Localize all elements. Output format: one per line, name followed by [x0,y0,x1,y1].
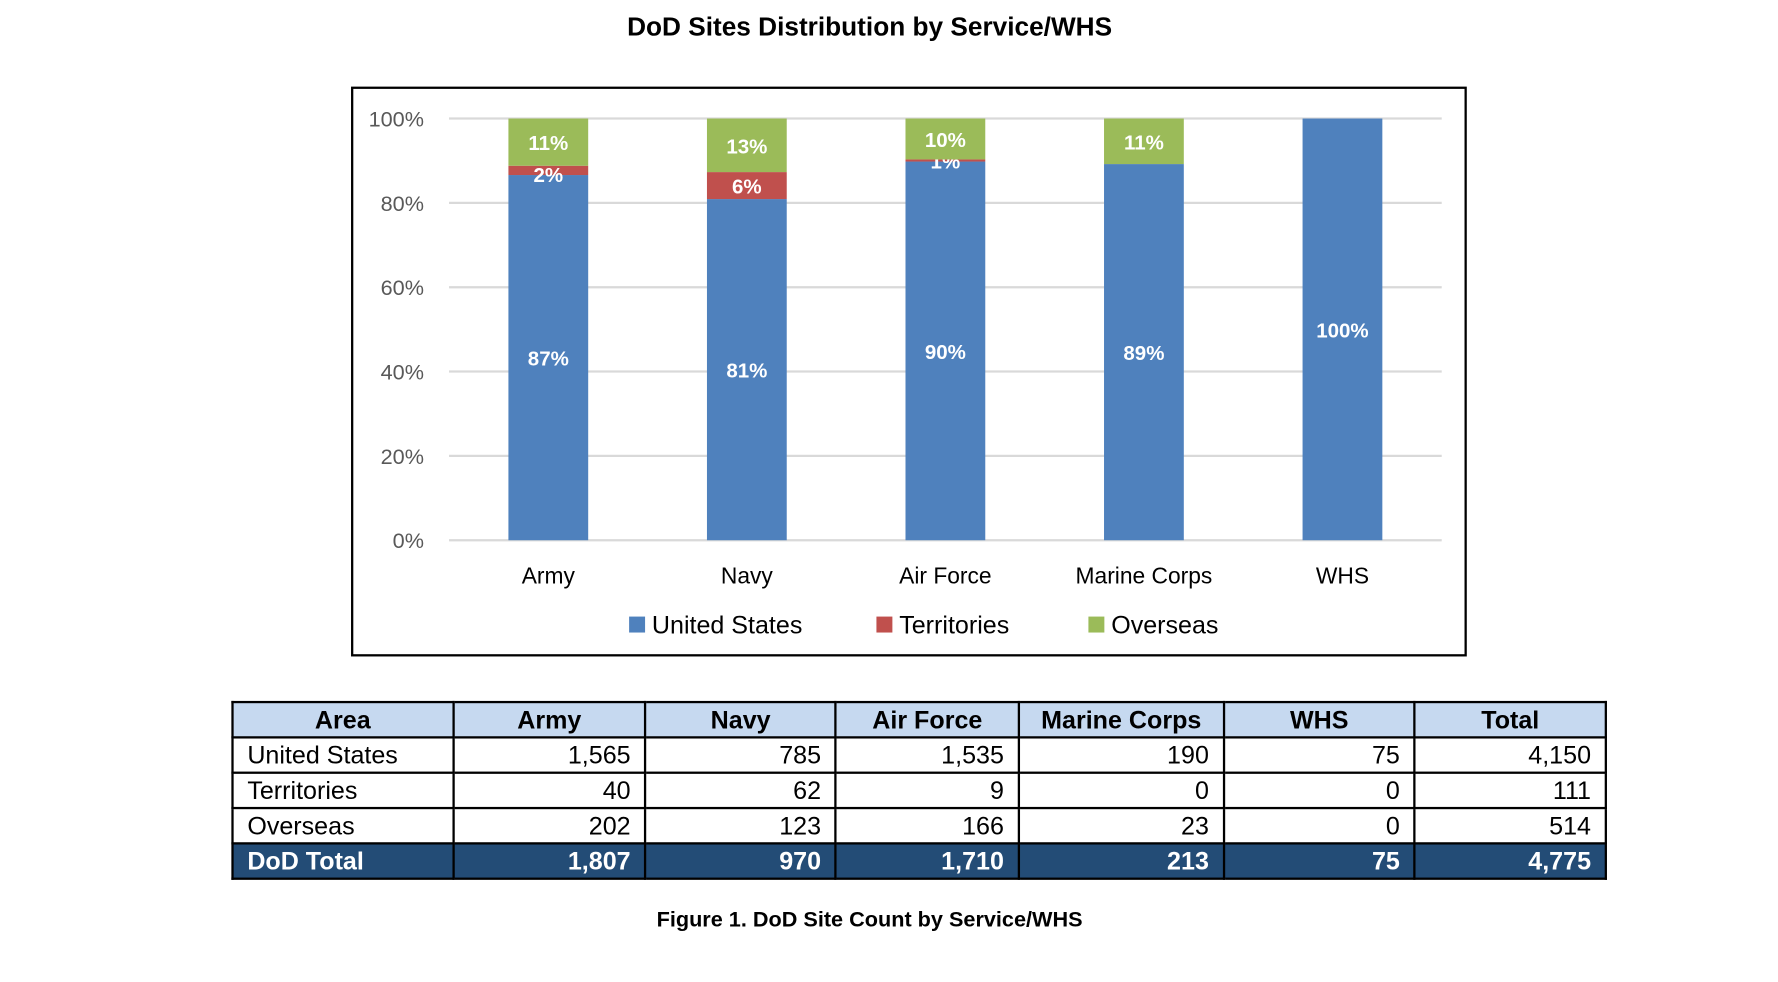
chart-title: DoD Sites Distribution by Service/WHS [627,11,1113,42]
column-header: Total [1413,700,1607,739]
total-row: DoD Total 1,807 970 1,710 213 75 4,775 [231,842,1607,880]
table-cell: 4,150 [1413,736,1607,774]
bar-segment-united-states [508,175,589,541]
legend-swatch [876,616,893,633]
table-cell: 166 [834,806,1020,845]
bar-segment-united-states [905,161,986,541]
table-row: United States 1,565 785 1,535 190 75 4,150 [231,736,1607,774]
total-cell: DoD Total [231,842,455,880]
data-label: 11% [1124,131,1164,154]
bar-segment-overseas [1104,118,1184,165]
bar-segment-overseas [508,118,589,166]
total-cell: 1,807 [451,842,647,880]
y-tick-label: 100% [369,107,424,132]
table-cell: Overseas [231,806,455,845]
bar-segment-overseas [706,118,787,173]
data-label: 10% [925,129,966,152]
legend-swatch [1088,616,1105,633]
y-tick-label: 60% [381,275,424,300]
table-cell: 202 [451,806,647,845]
y-tick-label: 80% [381,191,424,216]
x-tick-label: Army [522,563,576,589]
table-row: Overseas 202 123 166 23 0 514 [231,806,1607,845]
table-cell: 62 [644,771,838,810]
total-cell: 970 [644,842,838,880]
legend-label: Territories [899,612,1009,640]
chart-area: 0% 20% 40% 60% 80% 100% 87% 2% 11% Army 81% 6% 13% Na… [351,86,1467,657]
bar-segment-overseas [905,118,986,160]
table-row: Territories 40 62 9 0 0 111 [231,771,1607,810]
total-cell: 4,775 [1413,842,1607,880]
column-header: Air Force [834,700,1020,739]
data-label: 6% [732,176,762,199]
legend-label: Overseas [1111,612,1218,640]
y-tick-label: 40% [381,360,424,385]
total-cell: 75 [1222,842,1416,880]
bar-segment-territories [905,159,986,162]
column-header: Area [231,700,455,739]
legend-label: United States [652,612,802,640]
total-cell: 213 [1017,842,1225,880]
table-cell: 111 [1413,771,1607,810]
table-cell: 0 [1222,771,1416,810]
bar-segment-united-states [1104,164,1184,541]
x-tick-label: WHS [1316,563,1369,589]
table-cell: 1,565 [451,736,647,774]
column-header: Marine Corps [1017,700,1225,739]
y-tick-label: 20% [381,444,424,469]
table-cell: 0 [1017,771,1225,810]
total-cell: 1,710 [834,842,1020,880]
table-cell: United States [231,736,455,774]
data-label: 100% [1316,319,1368,342]
legend-swatch [629,616,646,633]
table-cell: 75 [1222,736,1416,774]
table-cell: 0 [1222,806,1416,845]
bar-segment-territories [706,172,787,200]
data-label: 81% [726,360,767,383]
figure-caption: Figure 1. DoD Site Count by Service/WHS [656,908,1083,933]
x-tick-label: Marine Corps [1076,563,1213,589]
data-label: 87% [528,348,569,371]
stacked-bar-chart: 0% 20% 40% 60% 80% 100% 87% 2% 11% Army 81% 6% 13% Na… [369,107,1442,640]
data-label: 89% [1123,342,1164,365]
column-header: WHS [1222,700,1416,739]
bar-segment-united-states [706,199,787,541]
table-cell: 514 [1413,806,1607,845]
table-cell: 123 [644,806,838,845]
table-cell: 9 [834,771,1020,810]
column-header: Navy [644,700,838,739]
data-label: 2% [533,164,563,187]
table-cell: 40 [451,771,647,810]
table-cell: 785 [644,736,838,774]
table-cell: 23 [1017,806,1225,845]
bar-segment-united-states [1302,118,1383,541]
data-label: 90% [925,341,966,364]
data-label: 13% [726,135,767,158]
site-count-table: Area Army Navy Air Force Marine Corps WHS Tota… [231,700,1607,880]
table-cell: 1,535 [834,736,1020,774]
table-cell: Territories [231,771,455,810]
column-header: Army [451,700,647,739]
x-tick-label: Navy [721,563,774,589]
table-cell: 190 [1017,736,1225,774]
y-tick-label: 0% [393,528,424,553]
x-tick-label: Air Force [899,563,991,589]
bar-segment-territories [508,165,589,176]
data-label: 11% [528,132,568,155]
